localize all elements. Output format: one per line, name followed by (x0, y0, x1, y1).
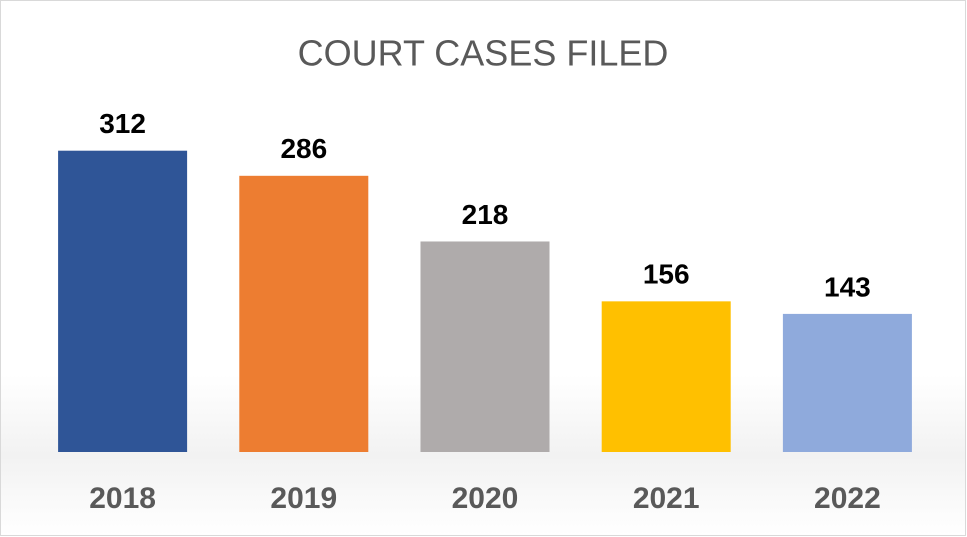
chart-title: COURT CASES FILED (298, 33, 669, 74)
bar (239, 175, 369, 452)
bar (601, 301, 731, 452)
data-label: 143 (824, 271, 871, 302)
bar (58, 150, 188, 452)
x-tick-label: 2020 (452, 482, 519, 515)
data-label: 312 (99, 108, 146, 139)
data-label: 156 (643, 259, 690, 290)
x-tick-label: 2022 (814, 482, 881, 515)
data-label: 286 (280, 133, 327, 164)
x-tick-label: 2021 (633, 482, 700, 515)
data-label: 218 (462, 199, 509, 230)
bar (420, 241, 550, 452)
x-tick-label: 2018 (89, 482, 156, 515)
x-tick-label: 2019 (270, 482, 337, 515)
bar (782, 313, 912, 452)
